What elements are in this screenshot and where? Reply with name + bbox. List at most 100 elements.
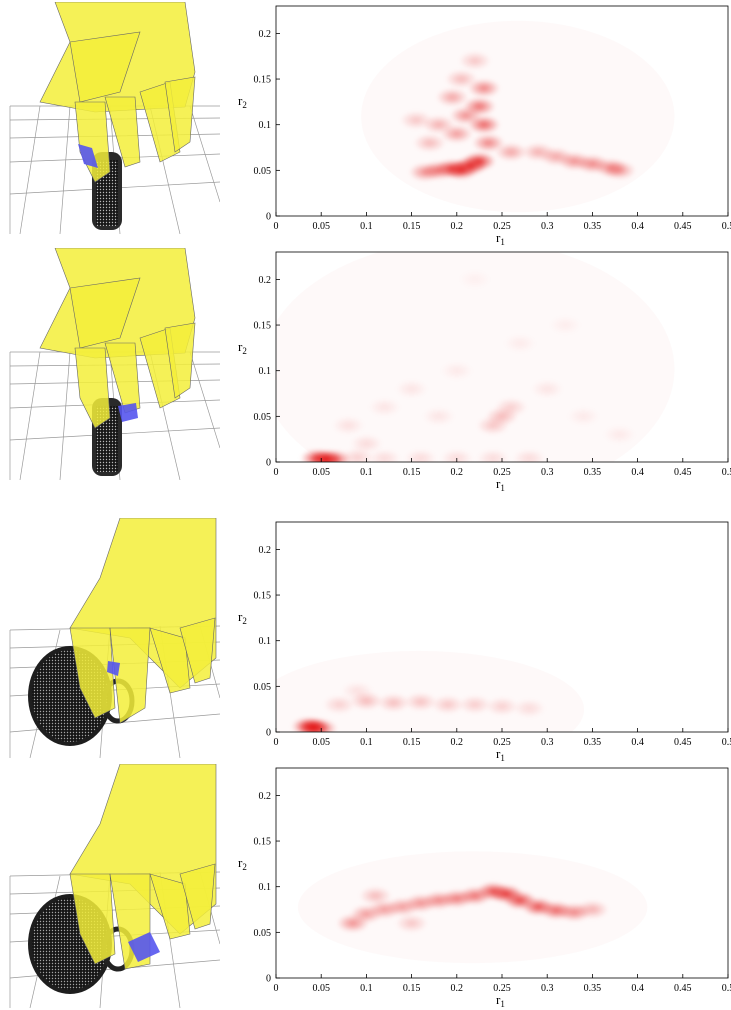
y-axis-label: r2 [238, 609, 247, 626]
y-tick-label: 0.05 [254, 682, 272, 693]
density-blob [531, 379, 564, 398]
y-tick-label: 0.1 [259, 366, 272, 377]
density-blob [486, 697, 518, 716]
heatmap-plot-4: 0 0.05 0.1 0.15 0.2 0.25 0.3 0.35 0.4 0.45 0.5 0 0.0… [230, 762, 731, 1008]
x-tick-label: 0.35 [584, 467, 602, 478]
x-axis-label: r1 [496, 230, 505, 246]
y-axis-label: r2 [238, 93, 247, 110]
density-blob [449, 106, 482, 125]
density-blob [458, 695, 491, 714]
y-tick-label: 0 [266, 458, 271, 469]
density-blob [458, 270, 491, 289]
density-blob [400, 111, 433, 130]
x-tick-label: 0.4 [631, 737, 644, 748]
x-axis-label: r1 [496, 992, 505, 1008]
y-tick-label: 0.15 [254, 591, 272, 602]
density-blob [409, 163, 442, 182]
x-tick-label: 0 [274, 983, 279, 994]
x-tick-label: 0 [274, 737, 279, 748]
y-tick-label: 0.2 [259, 29, 272, 40]
x-tick-label: 0 [274, 221, 279, 232]
density-blob [350, 434, 383, 453]
density-blob [436, 88, 469, 107]
heatmap-plot-2: 0 0.05 0.1 0.15 0.2 0.25 0.3 0.35 0.4 0.45 0.5 0 0.0… [230, 246, 731, 492]
y-tick-label: 0.2 [259, 275, 272, 286]
x-tick-label: 0.35 [584, 737, 602, 748]
y-tick-label: 0.1 [259, 120, 272, 131]
x-tick-label: 0.2 [451, 467, 464, 478]
y-tick-label: 0 [266, 728, 271, 739]
x-tick-label: 0.25 [493, 983, 511, 994]
x-tick-label: 0.05 [312, 737, 330, 748]
x-tick-label: 0.25 [493, 737, 511, 748]
x-tick-label: 0.1 [360, 221, 373, 232]
density-layer [291, 681, 546, 732]
density-blob [476, 416, 509, 435]
x-tick-label: 0.5 [722, 983, 731, 994]
x-tick-label: 0.2 [451, 221, 464, 232]
x-tick-label: 0.5 [722, 467, 731, 478]
density-blob [323, 695, 356, 714]
x-tick-label: 0.45 [674, 737, 692, 748]
y-tick-label: 0.05 [254, 412, 272, 423]
contact-patch [78, 144, 98, 168]
x-tick-label: 0.15 [403, 737, 421, 748]
density-layer [300, 270, 636, 462]
robot-hand [39, 2, 196, 183]
density-blob [504, 334, 537, 353]
x-tick-label: 0.4 [631, 467, 644, 478]
density-blob [413, 133, 446, 152]
density-blob [458, 51, 491, 70]
density-blob [472, 133, 505, 152]
density-blob [567, 407, 600, 426]
density-blob [603, 425, 636, 444]
y-tick-label: 0.1 [259, 882, 272, 893]
density-blob [440, 361, 473, 380]
density-blob [422, 407, 455, 426]
x-tick-label: 0.3 [541, 467, 554, 478]
density-blob [440, 449, 473, 462]
density-blob [404, 449, 437, 462]
x-tick-label: 0.1 [360, 983, 373, 994]
x-tick-label: 0.15 [403, 983, 421, 994]
x-tick-label: 0.2 [451, 737, 464, 748]
grasp-render-3 [0, 518, 220, 758]
density-blob [395, 379, 428, 398]
density-blob [404, 692, 437, 711]
density-blob [495, 143, 528, 162]
density-layer [400, 51, 636, 182]
density-blob [463, 152, 496, 171]
y-tick-label: 0.05 [254, 928, 272, 939]
x-tick-label: 0.25 [493, 221, 511, 232]
y-tick-label: 0.05 [254, 166, 272, 177]
x-tick-label: 0.3 [541, 737, 554, 748]
x-tick-label: 0.3 [541, 983, 554, 994]
y-tick-label: 0.1 [259, 636, 272, 647]
grasp-render-1 [0, 2, 220, 234]
x-tick-label: 0.2 [451, 983, 464, 994]
density-blob [513, 449, 546, 462]
y-tick-label: 0.15 [254, 75, 272, 86]
density-blob [467, 79, 500, 98]
density-blob [513, 699, 546, 718]
x-axis-label: r1 [496, 476, 505, 492]
x-tick-label: 0.45 [674, 983, 692, 994]
density-blob [305, 719, 338, 732]
density-blob [476, 449, 509, 462]
density-blob [431, 695, 464, 714]
x-tick-label: 0.4 [631, 983, 644, 994]
heatmap-plot-3: 0 0.05 0.1 0.15 0.2 0.25 0.3 0.35 0.4 0.45 0.5 0 0.0… [230, 516, 731, 762]
density-blob [341, 681, 374, 700]
density-blob [359, 886, 392, 905]
density-blob [603, 161, 636, 180]
density-blob [576, 900, 609, 919]
y-axis-label: r2 [238, 855, 247, 872]
y-tick-label: 0.15 [254, 837, 272, 848]
grasp-render-2 [0, 248, 220, 480]
x-tick-label: 0.1 [360, 467, 373, 478]
x-axis-label: r1 [496, 746, 505, 762]
y-tick-label: 0 [266, 974, 271, 985]
x-tick-label: 0.45 [674, 221, 692, 232]
density-blob [377, 693, 410, 712]
density-blob [395, 914, 428, 933]
